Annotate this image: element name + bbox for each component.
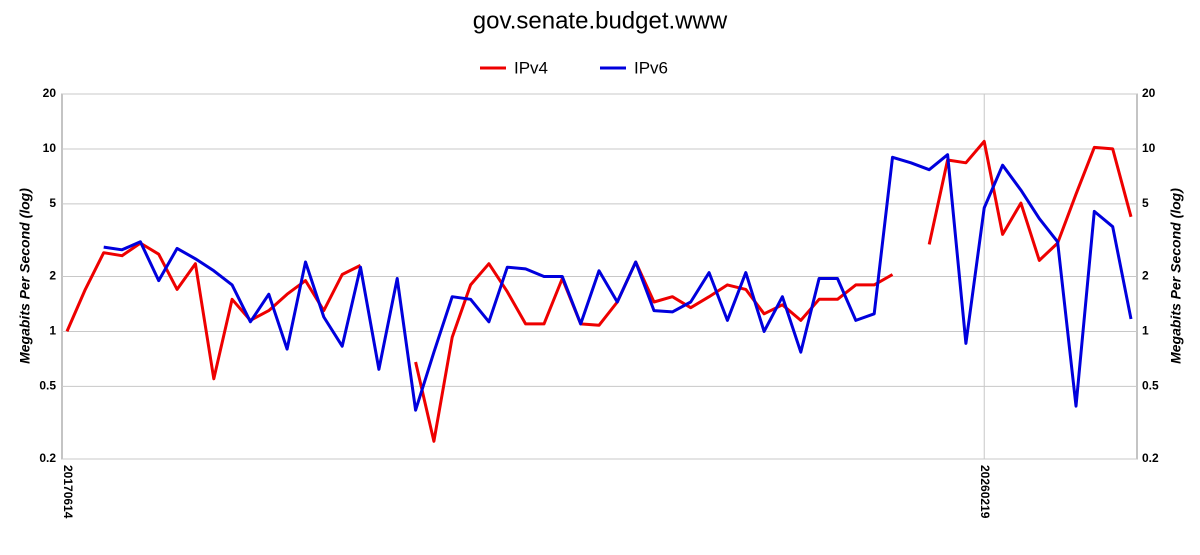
y2-tick-label: 20	[1142, 86, 1156, 100]
series-line	[103, 153, 1133, 412]
y2-tick-label: 10	[1142, 141, 1156, 155]
y2-axis-label: Megabits Per Second (log)	[1168, 188, 1184, 364]
x-tick-label: 20170614	[61, 465, 75, 519]
y2-tick-label: 1	[1142, 324, 1149, 338]
y2-tick-label: 5	[1142, 196, 1149, 210]
y-tick-label: 5	[49, 196, 56, 210]
legend-label: IPv4	[514, 58, 548, 77]
y2-tick-label: 0.5	[1142, 379, 1159, 393]
chart-title: gov.senate.budget.www	[473, 7, 728, 34]
y-tick-label: 10	[43, 141, 57, 155]
y2-tick-label: 0.2	[1142, 451, 1159, 465]
y-tick-label: 0.2	[39, 451, 56, 465]
y-tick-label: 2	[49, 269, 56, 283]
x-tick-label: 20260219	[978, 465, 992, 519]
series-line	[65, 139, 1133, 443]
y-axis-label: Megabits Per Second (log)	[17, 188, 33, 364]
legend-label: IPv6	[634, 58, 668, 77]
y-tick-label: 0.5	[39, 379, 56, 393]
y-tick-label: 20	[43, 86, 57, 100]
y2-tick-label: 2	[1142, 269, 1149, 283]
y-tick-label: 1	[49, 324, 56, 338]
